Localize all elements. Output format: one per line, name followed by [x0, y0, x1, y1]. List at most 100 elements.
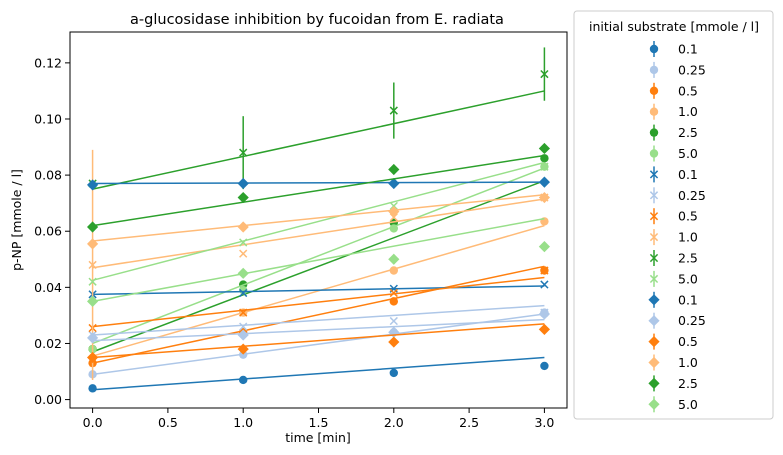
fit-line: [92, 181, 545, 185]
data-point: [389, 224, 399, 233]
data-point: [538, 142, 551, 155]
legend-label: 2.5: [678, 125, 698, 140]
legend-marker: [648, 377, 660, 389]
data-point: [86, 351, 99, 364]
data-point: [389, 201, 398, 211]
data-point: [86, 295, 99, 307]
legend-marker: [649, 65, 659, 75]
data-point: [238, 375, 248, 385]
series-diamond-0.25: [86, 308, 551, 344]
data-point: [88, 384, 97, 393]
x-tick-label: 2.5: [459, 415, 479, 430]
legend-label: 1.0: [678, 230, 698, 245]
legend-label: 0.1: [678, 42, 698, 57]
legend-marker: [649, 107, 659, 116]
series-diamond-5.0: [86, 217, 551, 307]
data-point: [540, 162, 549, 171]
data-point: [388, 253, 400, 265]
data-point: [86, 238, 99, 250]
y-tick-label: 0.04: [34, 280, 62, 295]
x-axis: 0.0 0.5 1.0 1.5 2.0 2.5 3.0: [83, 408, 554, 430]
legend-label: 0.5: [678, 209, 698, 224]
legend-item: 5.0: [649, 145, 698, 162]
chart-title: a-glucosidase inhibition by fucoidan fro…: [130, 12, 504, 28]
legend-marker: [648, 315, 660, 327]
data-point: [237, 191, 249, 204]
fit-line: [92, 313, 545, 376]
y-axis: 0.00 0.02 0.04 0.06 0.08 0.10 0.12: [34, 55, 70, 407]
data-point: [538, 323, 551, 336]
data-point: [540, 69, 549, 79]
y-tick-label: 0.10: [34, 111, 62, 126]
data-point: [237, 221, 249, 233]
legend-item: 1.0: [648, 354, 698, 371]
fit-line: [92, 217, 545, 303]
data-point: [540, 361, 549, 371]
data-point: [237, 329, 249, 341]
legend-marker: [649, 86, 659, 96]
fit-line: [92, 276, 545, 328]
legend-label: 1.0: [678, 104, 698, 119]
fit-line: [92, 180, 545, 353]
fit-line: [92, 154, 545, 227]
data-point: [237, 267, 249, 279]
legend-item: 0.5: [648, 333, 698, 350]
data-point: [237, 343, 249, 355]
legend-item: 0.5: [649, 82, 698, 99]
data-point: [389, 213, 398, 222]
y-tick-label: 0.12: [34, 55, 62, 70]
plot-area: [86, 47, 551, 393]
legend-label: 5.0: [678, 271, 698, 286]
legend-label: 2.5: [678, 376, 698, 391]
fit-line: [92, 194, 545, 242]
data-point: [388, 177, 400, 190]
series-diamond-2.5: [86, 142, 551, 233]
data-point: [389, 266, 399, 275]
x-tick-label: 0.5: [158, 415, 178, 430]
legend-item: 0.1: [649, 41, 698, 57]
fit-line: [92, 265, 545, 364]
legend-label: 0.1: [678, 167, 698, 182]
y-tick-label: 0.08: [34, 168, 62, 183]
data-point: [538, 241, 551, 253]
series-x-2.5: [88, 47, 549, 190]
legend-item: 5.0: [649, 270, 698, 287]
data-point: [239, 238, 248, 247]
fit-line: [92, 161, 545, 282]
legend-item: 2.5: [648, 375, 698, 392]
data-point: [538, 176, 551, 188]
data-point: [540, 280, 549, 289]
data-point: [389, 368, 399, 378]
fit-line: [92, 285, 545, 296]
series-circle-0.1: [88, 356, 549, 393]
data-point: [388, 336, 400, 348]
data-point: [538, 308, 551, 320]
legend-marker: [648, 294, 660, 306]
data-point: [388, 163, 400, 176]
series-x-1.0: [88, 149, 549, 380]
legend-item: 0.1: [649, 166, 698, 183]
legend-marker: [648, 398, 660, 410]
data-point: [86, 179, 99, 191]
legend-marker: [649, 191, 659, 200]
legend-marker: [649, 232, 659, 242]
legend-label: 2.5: [678, 251, 698, 266]
series-x-0.5: [88, 266, 549, 333]
legend-item: 0.25: [649, 61, 706, 78]
x-tick-label: 2.0: [384, 415, 404, 430]
legend-title: initial substrate [mmole / l]: [589, 19, 759, 34]
data-point: [239, 288, 248, 298]
data-point: [538, 191, 551, 204]
legend-marker: [648, 336, 660, 348]
legend-label: 0.25: [678, 62, 706, 77]
legend-marker: [649, 128, 659, 137]
x-tick-label: 0.0: [83, 415, 103, 430]
data-point: [389, 297, 399, 306]
fit-line: [92, 90, 545, 190]
legend-marker: [649, 170, 659, 179]
legend-item: 5.0: [648, 396, 698, 413]
legend-item: 0.25: [648, 312, 706, 329]
legend-item: 0.1: [648, 291, 698, 308]
fit-line: [92, 323, 545, 359]
